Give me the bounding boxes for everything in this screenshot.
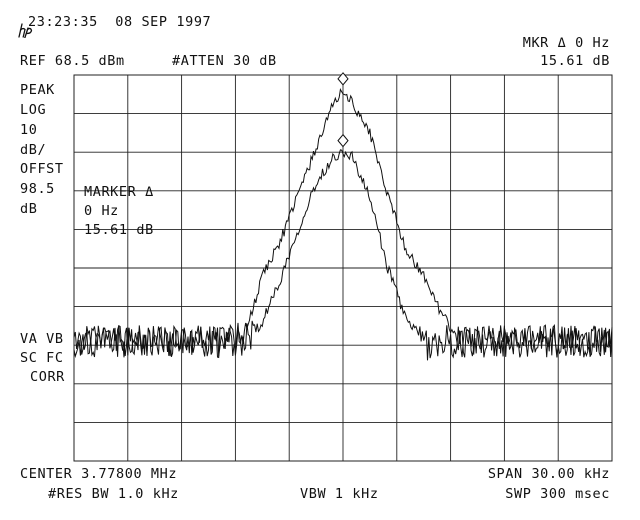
- correction-indicator: CORR: [30, 369, 65, 385]
- attenuation-setting: #ATTEN 30 dB: [172, 53, 277, 69]
- detector-mode: PEAK: [20, 82, 55, 98]
- offset-label: OFFST: [20, 161, 64, 177]
- marker-box-title: MARKER Δ: [84, 184, 154, 200]
- video-bandwidth: VBW 1 kHz: [300, 486, 379, 502]
- frequency-span: SPAN 30.00 kHz: [487, 466, 610, 482]
- resolution-bandwidth: #RES BW 1.0 kHz: [48, 486, 179, 502]
- marker-delta-frequency: MKR Δ 0 Hz: [522, 35, 610, 51]
- marker-delta-amplitude: 15.61 dB: [540, 53, 610, 69]
- reference-level: REF 68.5 dBm: [20, 53, 125, 69]
- marker-group: [337, 72, 349, 148]
- offset-value: 98.5: [20, 181, 55, 197]
- sweep-time: SWP 300 msec: [505, 486, 610, 502]
- trace-group: [73, 88, 613, 361]
- center-frequency: CENTER 3.77800 MHz: [20, 466, 178, 482]
- marker-diamond-2: [337, 133, 349, 148]
- trace-flags-va-vb: VA VB: [20, 331, 64, 347]
- date-time-readout: 23:23:35 08 SEP 1997: [28, 14, 212, 30]
- scale-unit: dB/: [20, 142, 47, 158]
- graticule: [73, 74, 613, 462]
- hp-logo-icon: [18, 23, 33, 38]
- scale-value: 10: [20, 122, 38, 138]
- trace-flags-sc-fc: SC FC: [20, 350, 64, 366]
- marker-diamond-1: [337, 72, 349, 86]
- marker-box-amplitude: 15.61 dB: [84, 222, 154, 238]
- scale-mode: LOG: [20, 102, 47, 118]
- trace-1: [73, 88, 613, 359]
- marker-box-frequency: 0 Hz: [84, 203, 119, 219]
- offset-unit: dB: [20, 201, 38, 217]
- trace-2: [73, 149, 613, 361]
